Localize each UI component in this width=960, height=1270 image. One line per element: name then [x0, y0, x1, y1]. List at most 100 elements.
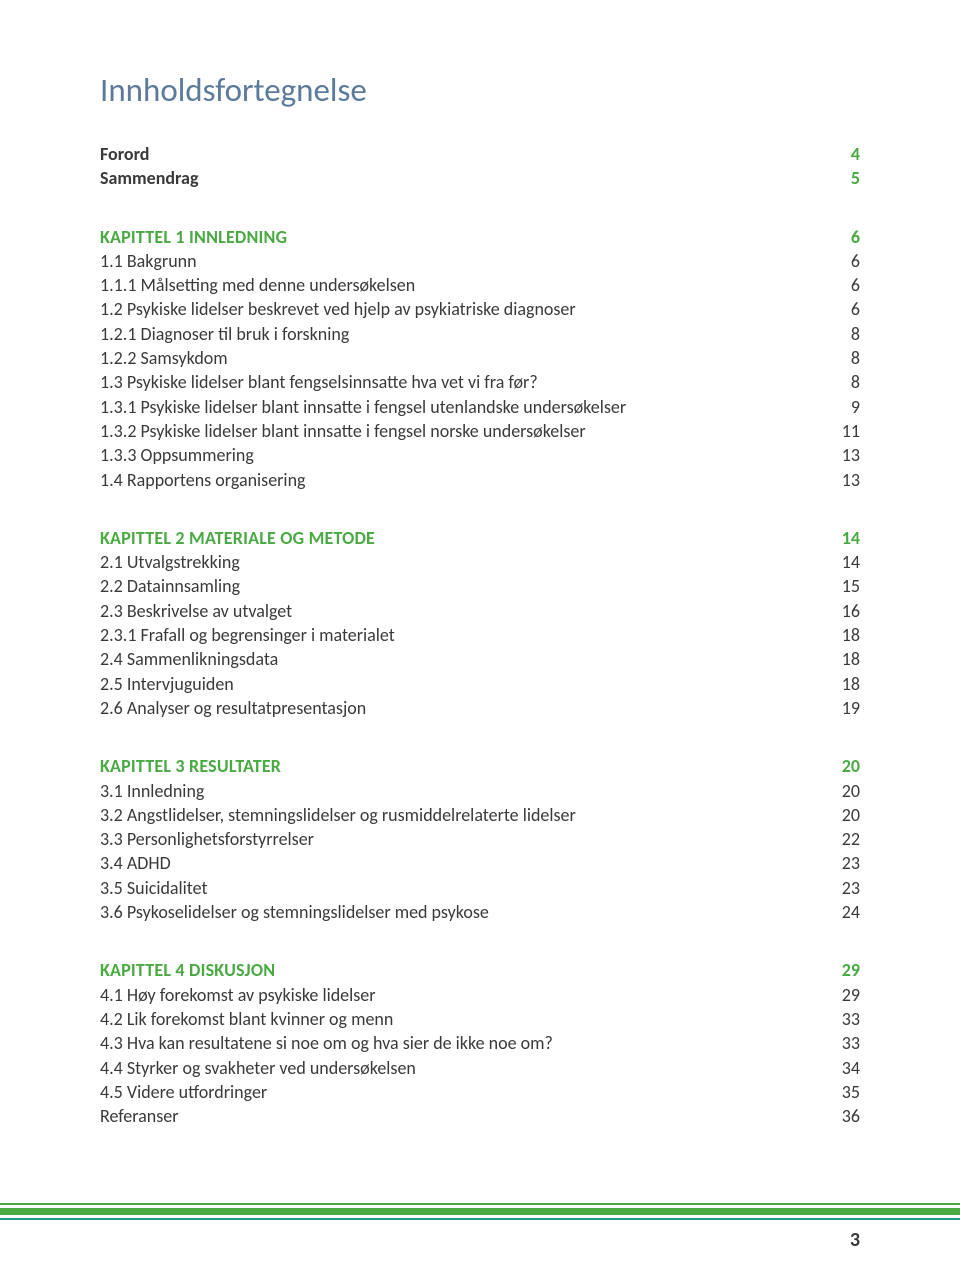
toc-section: Forord4Sammendrag5 [100, 142, 860, 191]
toc-row: KAPITTEL 2 MATERIALE OG METODE14 [100, 526, 860, 550]
toc-row: 3.3 Personlighetsforstyrrelser22 [100, 827, 860, 851]
toc-row-label: 1.1 Bakgrunn [100, 249, 820, 273]
toc-row-label: 4.2 Lik forekomst blant kvinner og menn [100, 1007, 820, 1031]
toc-row-label: 1.1.1 Målsetting med denne undersøkelsen [100, 273, 820, 297]
toc-row-label: 3.3 Personlighetsforstyrrelser [100, 827, 820, 851]
toc-row-label: Referanser [100, 1104, 820, 1128]
toc-row: 4.4 Styrker og svakheter ved undersøkels… [100, 1056, 860, 1080]
toc-row-page: 6 [820, 297, 860, 321]
toc-row-page: 19 [820, 696, 860, 720]
toc-row-page: 23 [820, 851, 860, 875]
toc-section: KAPITTEL 4 DISKUSJON294.1 Høy forekomst … [100, 958, 860, 1128]
toc-row-label: Sammendrag [100, 166, 820, 190]
toc-row: 4.2 Lik forekomst blant kvinner og menn3… [100, 1007, 860, 1031]
toc-row-page: 29 [820, 958, 860, 982]
toc-row-page: 14 [820, 550, 860, 574]
toc-row-label: 1.3.1 Psykiske lidelser blant innsatte i… [100, 395, 820, 419]
toc-row-label: 3.1 Innledning [100, 779, 820, 803]
footer-bars [0, 1203, 960, 1220]
toc-row-label: 1.3 Psykiske lidelser blant fengselsinns… [100, 370, 820, 394]
toc-row-page: 5 [820, 166, 860, 190]
toc-row-label: KAPITTEL 2 MATERIALE OG METODE [100, 526, 820, 550]
toc-row-label: 2.3.1 Frafall og begrensinger i material… [100, 623, 820, 647]
footer-bar-1 [0, 1203, 960, 1205]
toc-row: 1.3.1 Psykiske lidelser blant innsatte i… [100, 395, 860, 419]
toc-row: 1.3.2 Psykiske lidelser blant innsatte i… [100, 419, 860, 443]
toc-row-label: 4.5 Videre utfordringer [100, 1080, 820, 1104]
toc-row-label: KAPITTEL 1 INNLEDNING [100, 225, 820, 249]
toc-row-page: 23 [820, 876, 860, 900]
toc-row: 2.5 Intervjuguiden18 [100, 672, 860, 696]
toc-row-page: 33 [820, 1031, 860, 1055]
toc-row: 1.1 Bakgrunn6 [100, 249, 860, 273]
toc-row-page: 20 [820, 803, 860, 827]
toc-row: 1.2.2 Samsykdom8 [100, 346, 860, 370]
toc-row-label: 1.2.1 Diagnoser til bruk i forskning [100, 322, 820, 346]
toc-row: 3.4 ADHD23 [100, 851, 860, 875]
toc-row-page: 6 [820, 273, 860, 297]
toc-row: 4.5 Videre utfordringer35 [100, 1080, 860, 1104]
toc-row: Referanser36 [100, 1104, 860, 1128]
toc-row-label: 2.6 Analyser og resultatpresentasjon [100, 696, 820, 720]
toc-row-page: 8 [820, 322, 860, 346]
toc-row: KAPITTEL 1 INNLEDNING6 [100, 225, 860, 249]
toc-row-label: 3.6 Psykoselidelser og stemningslidelser… [100, 900, 820, 924]
toc-row: 2.3.1 Frafall og begrensinger i material… [100, 623, 860, 647]
toc-row-page: 13 [820, 443, 860, 467]
page-number: 3 [850, 1228, 860, 1252]
toc-row: 1.3.3 Oppsummering13 [100, 443, 860, 467]
footer-bar-2 [0, 1208, 960, 1215]
toc-row-label: KAPITTEL 4 DISKUSJON [100, 958, 820, 982]
toc-row-page: 16 [820, 599, 860, 623]
toc-row-label: 2.1 Utvalgstrekking [100, 550, 820, 574]
toc-row: 2.3 Beskrivelse av utvalget16 [100, 599, 860, 623]
toc-row-page: 4 [820, 142, 860, 166]
toc-row-label: 1.3.2 Psykiske lidelser blant innsatte i… [100, 419, 820, 443]
toc-row: 2.2 Datainnsamling15 [100, 574, 860, 598]
toc-row-page: 6 [820, 249, 860, 273]
toc-row: Forord4 [100, 142, 860, 166]
toc-row-page: 36 [820, 1104, 860, 1128]
toc-sections: Forord4Sammendrag5KAPITTEL 1 INNLEDNING6… [100, 142, 860, 1128]
toc-row-label: 1.3.3 Oppsummering [100, 443, 820, 467]
toc-row-page: 9 [820, 395, 860, 419]
toc-row-label: KAPITTEL 3 RESULTATER [100, 754, 820, 778]
toc-row-page: 8 [820, 370, 860, 394]
toc-row: 3.6 Psykoselidelser og stemningslidelser… [100, 900, 860, 924]
toc-row-page: 18 [820, 623, 860, 647]
toc-row-label: 1.4 Rapportens organisering [100, 468, 820, 492]
toc-row: KAPITTEL 4 DISKUSJON29 [100, 958, 860, 982]
toc-row-page: 24 [820, 900, 860, 924]
toc-row: 3.2 Angstlidelser, stemningslidelser og … [100, 803, 860, 827]
toc-row: 2.4 Sammenlikningsdata18 [100, 647, 860, 671]
toc-row: 1.4 Rapportens organisering13 [100, 468, 860, 492]
toc-row: 1.2 Psykiske lidelser beskrevet ved hjel… [100, 297, 860, 321]
toc-row-page: 15 [820, 574, 860, 598]
toc-row-label: 1.2 Psykiske lidelser beskrevet ved hjel… [100, 297, 820, 321]
toc-row-label: Forord [100, 142, 820, 166]
toc-row-label: 3.5 Suicidalitet [100, 876, 820, 900]
toc-row-page: 34 [820, 1056, 860, 1080]
toc-row-label: 1.2.2 Samsykdom [100, 346, 820, 370]
toc-page: Innholdsfortegnelse Forord4Sammendrag5 KA… [0, 0, 960, 1128]
toc-row-page: 13 [820, 468, 860, 492]
toc-row: KAPITTEL 3 RESULTATER20 [100, 754, 860, 778]
toc-row: 4.3 Hva kan resultatene si noe om og hva… [100, 1031, 860, 1055]
toc-section: KAPITTEL 3 RESULTATER203.1 Innledning203… [100, 754, 860, 924]
toc-row-page: 29 [820, 983, 860, 1007]
toc-row-label: 4.1 Høy forekomst av psykiske lidelser [100, 983, 820, 1007]
toc-row-page: 18 [820, 647, 860, 671]
toc-row-page: 22 [820, 827, 860, 851]
toc-row: 3.5 Suicidalitet23 [100, 876, 860, 900]
toc-title: Innholdsfortegnelse [100, 70, 860, 110]
toc-row-page: 6 [820, 225, 860, 249]
footer-bar-3 [0, 1218, 960, 1220]
toc-row-label: 3.2 Angstlidelser, stemningslidelser og … [100, 803, 820, 827]
toc-row-page: 11 [820, 419, 860, 443]
toc-row: 3.1 Innledning20 [100, 779, 860, 803]
toc-row-label: 2.2 Datainnsamling [100, 574, 820, 598]
toc-row: 1.2.1 Diagnoser til bruk i forskning8 [100, 322, 860, 346]
toc-row: 1.3 Psykiske lidelser blant fengselsinns… [100, 370, 860, 394]
toc-row-label: 4.4 Styrker og svakheter ved undersøkels… [100, 1056, 820, 1080]
toc-row: 4.1 Høy forekomst av psykiske lidelser29 [100, 983, 860, 1007]
